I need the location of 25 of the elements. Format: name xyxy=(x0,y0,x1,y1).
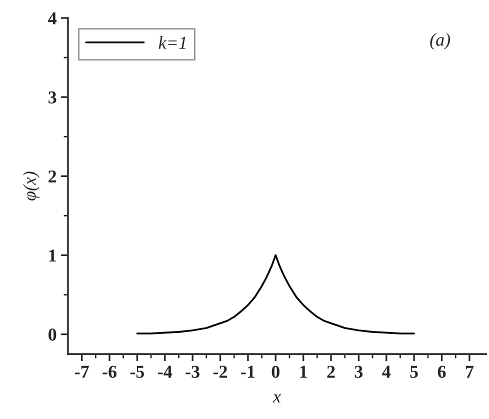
x-tick-label: -1 xyxy=(241,366,255,378)
x-axis-title: x xyxy=(272,394,281,402)
y-tick-label: 3 xyxy=(48,91,56,104)
x-tick-label: -6 xyxy=(102,366,116,378)
line-series xyxy=(136,254,415,334)
y-tick-label: 4 xyxy=(48,12,57,24)
x-tick-label: 5 xyxy=(410,366,418,378)
x-tick-label: 1 xyxy=(300,366,307,378)
x-tick-label: 2 xyxy=(327,366,335,378)
x-tick-label: 4 xyxy=(382,366,391,378)
y-axis-title: φ(x) xyxy=(23,172,40,201)
y-tick-label: 0 xyxy=(48,328,56,341)
x-tick-label: -5 xyxy=(130,366,144,378)
x-tick-label: 0 xyxy=(272,366,280,378)
y-tick-label: 1 xyxy=(49,250,56,262)
x-tick-label: 7 xyxy=(466,366,474,378)
x-tick-label: -7 xyxy=(74,366,89,378)
x-tick-label: 3 xyxy=(354,366,363,378)
x-tick-label: -2 xyxy=(213,366,227,378)
x-tick-label: -4 xyxy=(158,366,172,378)
y-tick-label: 2 xyxy=(48,170,56,182)
annotation: (a) xyxy=(430,33,450,50)
x-tick-label: -3 xyxy=(186,366,200,378)
x-tick-label: 6 xyxy=(438,366,446,378)
legend-label: k=1 xyxy=(158,36,186,49)
